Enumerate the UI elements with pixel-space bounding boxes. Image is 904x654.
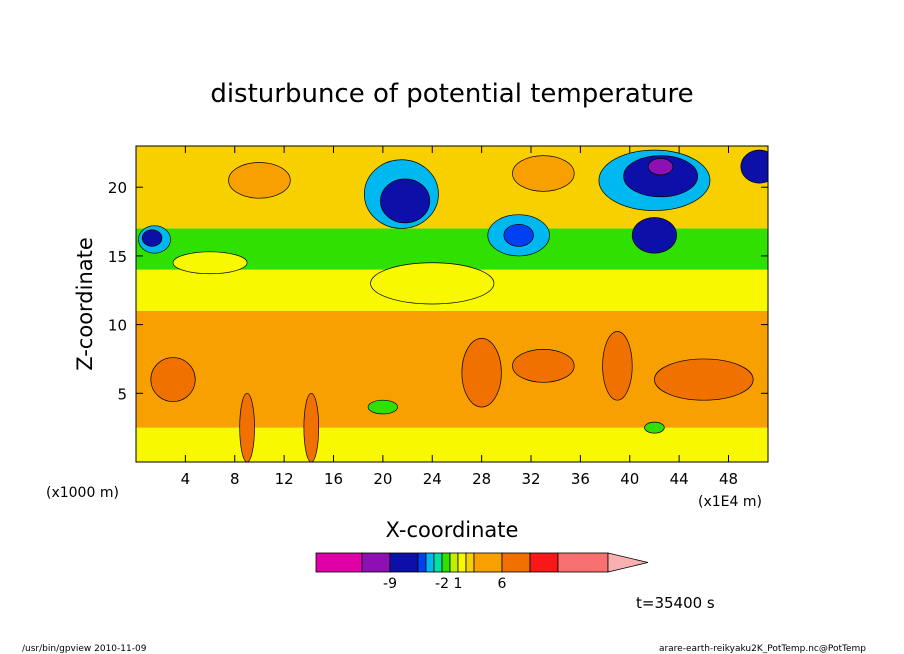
y-tick-label: 15: [108, 248, 127, 266]
x-tick-label: 28: [472, 470, 491, 488]
colorbar-swatch: [433, 552, 443, 573]
x-unit-left: (x1000 m): [46, 485, 119, 501]
colorbar-swatch: [529, 552, 559, 573]
colorbar-swatch: [315, 552, 363, 573]
contour-region-16: [654, 358, 754, 401]
x-tick-label: 8: [230, 470, 240, 488]
colorbar-arrow: [607, 552, 649, 573]
contour-region-17: [512, 348, 575, 383]
contour-region-7: [623, 155, 698, 198]
contour-region-19: [303, 392, 320, 462]
colorbar-swatch: [361, 552, 391, 573]
colorbar: -9 -2 1 6: [315, 552, 649, 592]
contour-region-14: [461, 337, 502, 408]
time-label: t=35400 s: [636, 594, 715, 612]
colorbar-swatch: [441, 552, 451, 573]
colorbar-label: 6: [498, 576, 507, 592]
x-unit-right: (x1E4 m): [698, 494, 762, 510]
contour-region-10: [740, 149, 768, 184]
x-tick-label: 12: [275, 470, 294, 488]
y-tick-label: 20: [108, 179, 127, 197]
colorbar-swatch: [449, 552, 459, 573]
contour-region-20: [367, 399, 399, 415]
footer-left: /usr/bin/gpview 2010-11-09: [22, 644, 147, 654]
colorbar-swatch: [557, 552, 609, 573]
x-tick-label: 16: [324, 470, 343, 488]
contour-region-12: [512, 155, 575, 192]
chart-title: disturbunce of potential temperature: [210, 79, 693, 109]
y-tick-label: 5: [117, 385, 127, 403]
contour-region-21: [644, 421, 665, 434]
x-axis-label: X-coordinate: [386, 518, 519, 542]
contour-region-11: [228, 162, 291, 199]
colorbar-swatch: [389, 552, 419, 573]
contour-region-18: [239, 392, 255, 462]
x-tick-label: 40: [620, 470, 639, 488]
colorbar-swatch: [501, 552, 531, 573]
plot-frame: [135, 145, 769, 463]
y-axis-label: Z-coordinate: [73, 237, 97, 371]
colorbar-swatch: [457, 552, 467, 573]
contour-region-23: [370, 262, 495, 305]
band-0: [136, 427, 768, 462]
y-tick-label: 10: [108, 317, 127, 335]
colorbar-swatch: [465, 552, 475, 573]
colorbar-label: 1: [454, 576, 463, 592]
contour-region-3: [380, 178, 431, 224]
y-axis: 5 10 15 20: [108, 179, 768, 403]
colorbar-swatch: [425, 552, 435, 573]
contour-region-9: [631, 217, 678, 254]
x-axis: 4 8 12 16 20 24 28 32 36 40 44 48: [181, 146, 738, 488]
contour-region-5: [503, 223, 534, 247]
footer-right: arare-earth-reikyaku2K_PotTemp.nc@PotTem…: [659, 644, 866, 654]
contour-region-15: [602, 331, 633, 401]
x-tick-label: 36: [571, 470, 590, 488]
colorbar-swatch: [417, 552, 427, 573]
x-tick-label: 32: [521, 470, 540, 488]
colorbar-label: -2: [435, 576, 449, 592]
contour-region-22: [172, 251, 248, 275]
x-tick-label: 48: [719, 470, 738, 488]
plot-area: [136, 146, 768, 462]
contour-region-13: [150, 357, 196, 402]
x-tick-label: 20: [373, 470, 392, 488]
contour-region-8: [647, 158, 674, 176]
x-tick-label: 24: [423, 470, 442, 488]
colorbar-label: -9: [383, 576, 397, 592]
colorbar-swatch: [473, 552, 503, 573]
x-tick-label: 44: [670, 470, 689, 488]
x-tick-label: 4: [181, 470, 191, 488]
contour-region-1: [141, 229, 163, 247]
